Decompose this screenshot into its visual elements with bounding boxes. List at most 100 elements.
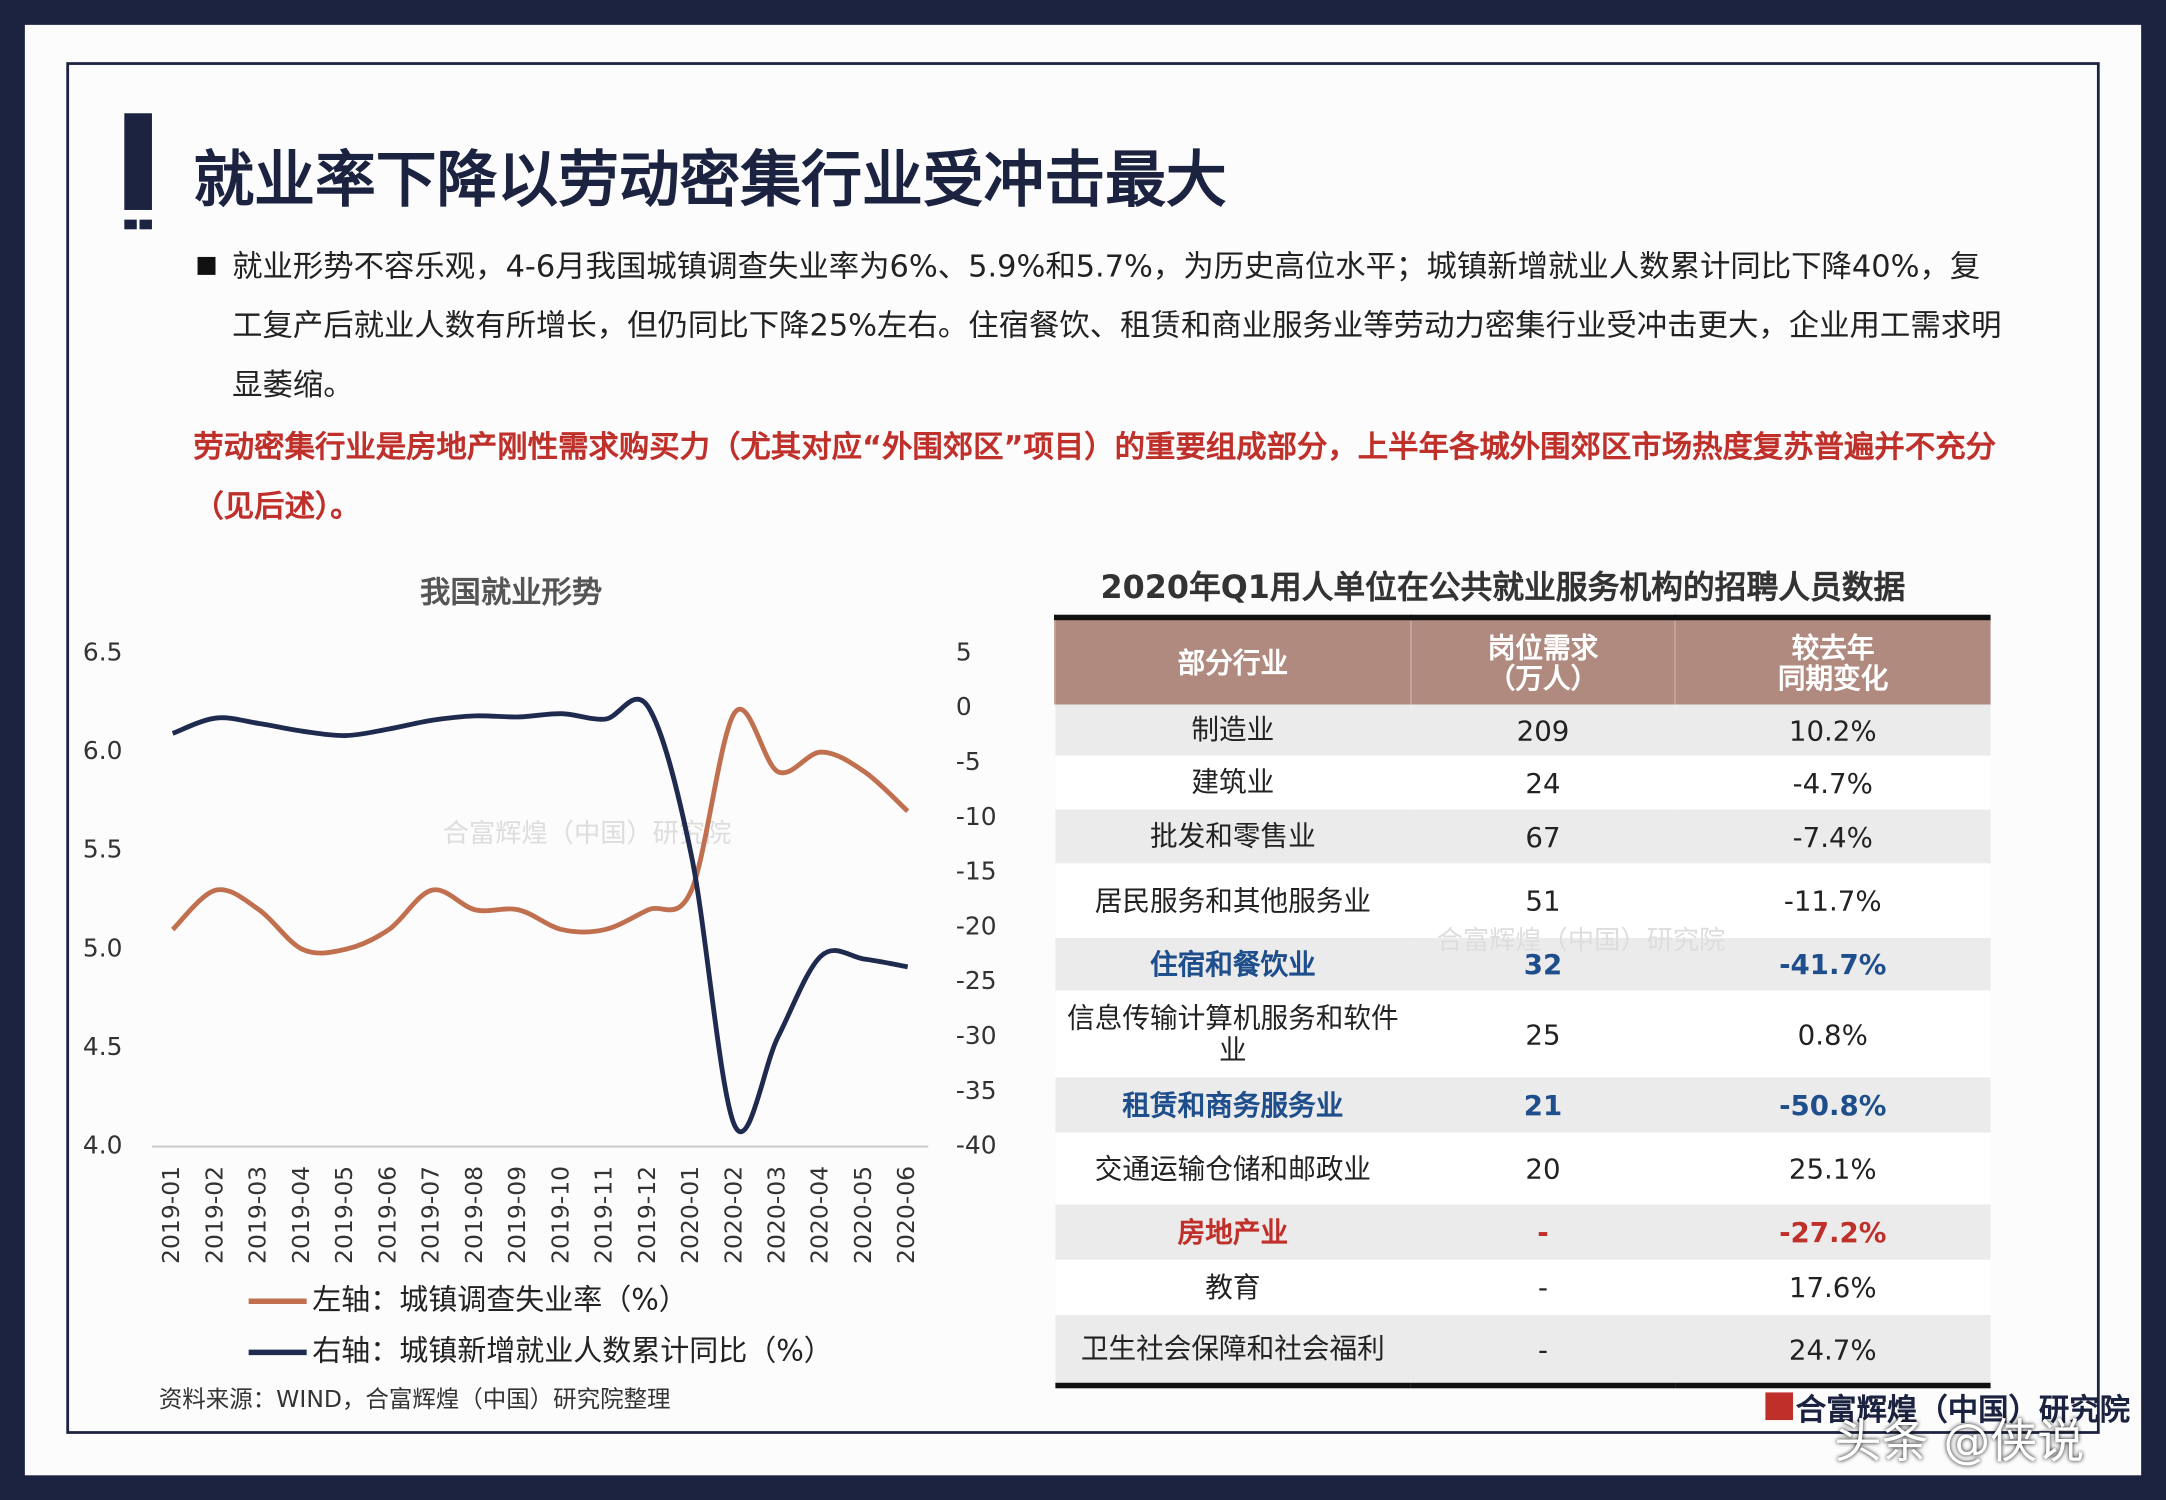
x-tick-label: 2019-02 xyxy=(200,1166,228,1264)
table-cell: 24 xyxy=(1525,765,1561,800)
table-cell: 卫生社会保障和社会福利 xyxy=(1080,1331,1385,1365)
x-tick-label: 2019-07 xyxy=(417,1166,445,1264)
x-tick-label: 2020-03 xyxy=(762,1166,790,1264)
bullet-text: 就业形势不容乐观，4-6月我国城镇调查失业率为6%、5.9%和5.7%，为历史高… xyxy=(232,250,2002,404)
table-cell: 教育 xyxy=(1205,1270,1261,1304)
table-cell: 32 xyxy=(1523,947,1563,981)
chart-title: 我国就业形势 xyxy=(420,575,602,610)
table-cell: 建筑业 xyxy=(1191,765,1275,799)
table-row: 建筑业 24 -4.7% xyxy=(1054,755,1991,810)
header-line: （万人） xyxy=(1487,660,1599,695)
y2-tick-label: -10 xyxy=(956,802,997,831)
table-cell: 信息传输计算机服务和软件业 xyxy=(1067,1000,1399,1066)
table-cell: -7.4% xyxy=(1792,819,1873,854)
x-tick-label: 2019-12 xyxy=(633,1166,661,1264)
header-cell: 部分行业 xyxy=(1053,617,1412,705)
table-cell: -11.7% xyxy=(1783,884,1882,918)
x-tick-label: 2019-05 xyxy=(330,1166,358,1264)
source: 资料来源：WIND，合富辉煌（中国）研究院整理 xyxy=(159,1385,671,1413)
table-row: 批发和零售业 67 -7.4% xyxy=(1054,809,1991,864)
frame xyxy=(66,62,2100,1434)
table-title: 2020年Q1用人单位在公共就业服务机构的招聘人员数据 xyxy=(1100,570,1906,607)
title-dot xyxy=(139,219,152,230)
table-cell: 交通运输仓储和邮政业 xyxy=(1094,1151,1371,1185)
x-tick-label: 2020-01 xyxy=(676,1166,704,1264)
table-cell: 17.6% xyxy=(1788,1270,1877,1305)
legend-label: 左轴：城镇调查失业率（%） xyxy=(312,1282,688,1316)
y2-tick-label: -15 xyxy=(956,857,997,886)
header-cell: 岗位需求 （万人） xyxy=(1410,617,1675,705)
header-line: 较去年 xyxy=(1791,630,1875,664)
table-row: 信息传输计算机服务和软件业 25 0.8% xyxy=(1054,990,1991,1078)
table-cell: - xyxy=(1538,1270,1548,1305)
brand-logo xyxy=(1765,1392,1794,1421)
x-tick-label: 2019-01 xyxy=(157,1166,185,1264)
header-cell: 较去年 同期变化 xyxy=(1674,617,1991,705)
x-tick-label: 2019-11 xyxy=(590,1166,618,1264)
bullet-mark xyxy=(197,256,216,275)
header-line: 部分行业 xyxy=(1177,645,1289,679)
table-row: 居民服务和其他服务业 51 -11.7% xyxy=(1054,863,1991,938)
y2-tick-label: 0 xyxy=(956,692,972,721)
title-bar xyxy=(124,113,152,210)
table-cell: 51 xyxy=(1525,884,1561,918)
y2-tick-label: -40 xyxy=(956,1131,997,1160)
table-cell: -27.2% xyxy=(1779,1215,1887,1249)
table-row: 教育 - 17.6% xyxy=(1054,1259,1991,1316)
y-tick-label: 5.5 xyxy=(83,835,123,864)
y-tick-label: 5.0 xyxy=(83,933,123,962)
x-tick-label: 2020-06 xyxy=(892,1166,920,1264)
table-cell: 67 xyxy=(1525,819,1561,854)
y2-tick-label: 5 xyxy=(956,637,972,666)
series-line xyxy=(171,696,909,1135)
paper xyxy=(24,24,2142,1476)
x-tick-label: 2019-08 xyxy=(460,1166,488,1264)
table-cell: 0.8% xyxy=(1797,1017,1868,1051)
series-line xyxy=(170,706,910,956)
table-cell: 批发和零售业 xyxy=(1149,819,1316,853)
x-tick-label: 2019-03 xyxy=(244,1166,272,1264)
page-title: 就业率下降以劳动密集行业受冲击最大 xyxy=(193,145,1227,216)
table-cell: 20 xyxy=(1525,1152,1561,1186)
table-cell: -41.7% xyxy=(1779,947,1887,981)
x-tick-label: 2019-09 xyxy=(503,1166,531,1264)
x-tick-label: 2019-06 xyxy=(373,1166,401,1264)
watermark: 合富辉煌（中国）研究院 xyxy=(1436,925,1726,956)
legend-label: 右轴：城镇新增就业人数累计同比（%） xyxy=(312,1333,833,1367)
table-row: 交通运输仓储和邮政业 20 25.1% xyxy=(1054,1132,1991,1205)
table-cell: - xyxy=(1537,1215,1549,1249)
header-line: 同期变化 xyxy=(1777,660,1889,695)
y2-tick-label: -30 xyxy=(956,1021,997,1050)
table-cell: 25 xyxy=(1525,1017,1561,1051)
table-row: 住宿和餐饮业 32 -41.7% xyxy=(1054,937,1991,991)
y-tick-label: 6.5 xyxy=(83,637,123,666)
table-row: 租赁和商务服务业 21 -50.8% xyxy=(1054,1077,1991,1133)
table-cell: 居民服务和其他服务业 xyxy=(1094,883,1371,917)
header-row: 部分行业 岗位需求 （万人） 较去年 同期变化 xyxy=(1053,617,1991,705)
x-tick-label: 2019-10 xyxy=(546,1166,574,1264)
table: 部分行业 岗位需求 （万人） 较去年 同期变化 制造业 209 10.2% 建筑业 24 -4.7%… xyxy=(1053,614,1991,1389)
x-tick-label: 2019-04 xyxy=(287,1166,315,1264)
y-tick-label: 4.5 xyxy=(83,1032,123,1061)
brand: 合富辉煌（中国）研究院 xyxy=(1795,1393,2131,1429)
credit: 头条 @侠说 xyxy=(1834,1414,2085,1470)
table-cell: 租赁和商务服务业 xyxy=(1122,1087,1344,1121)
y2-tick-label: -20 xyxy=(956,911,997,940)
table-cell: - xyxy=(1538,1332,1548,1366)
table-row: 房地产业 - -27.2% xyxy=(1054,1204,1991,1260)
title-dot xyxy=(124,219,137,230)
table-cell: 21 xyxy=(1523,1088,1563,1122)
table-cell: 25.1% xyxy=(1788,1152,1877,1186)
table-row: 卫生社会保障和社会福利 - 24.7% xyxy=(1054,1315,1991,1386)
y-tick-label: 6.0 xyxy=(83,736,123,765)
table-cell: 房地产业 xyxy=(1177,1214,1289,1249)
x-tick-label: 2020-04 xyxy=(806,1166,834,1264)
y2-tick-label: -35 xyxy=(956,1076,997,1105)
y2-tick-label: -25 xyxy=(956,966,997,995)
x-tick-label: 2020-02 xyxy=(719,1166,747,1264)
y-tick-label: 4.0 xyxy=(83,1131,123,1160)
table-cell: -4.7% xyxy=(1792,765,1873,800)
highlight-text: 劳动密集行业是房地产刚性需求购买力（尤其对应“外围郊区”项目）的重要组成部分，上… xyxy=(193,430,1997,525)
